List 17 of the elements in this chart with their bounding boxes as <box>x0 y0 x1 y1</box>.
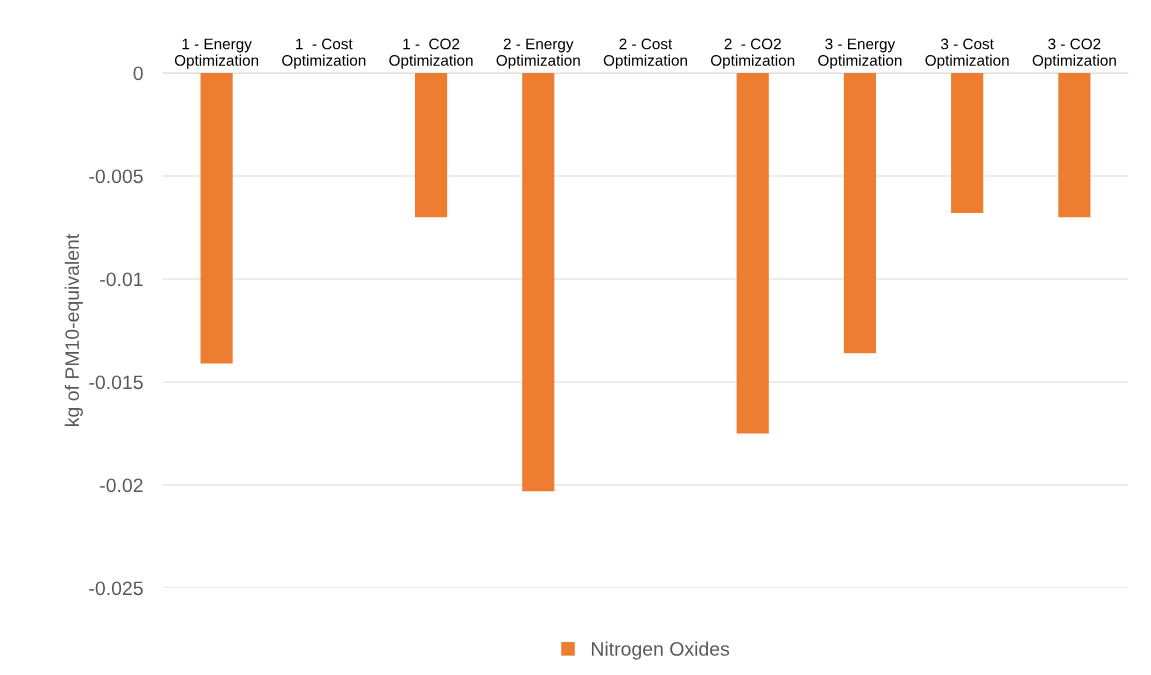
y-tick-label: 0 <box>133 66 143 81</box>
x-tick-label: 1 - CO2 Optimization <box>389 38 473 69</box>
y-tick-label: -0.02 <box>100 478 143 493</box>
x-tick-label: 3 - CO2 Optimization <box>1032 38 1116 69</box>
legend-label: Nitrogen Oxides <box>591 641 730 660</box>
x-tick-label: 3 - Energy Optimization <box>818 38 902 69</box>
y-tick-label: -0.025 <box>89 581 143 596</box>
x-tick-label: 1 - Cost Optimization <box>282 38 366 69</box>
x-tick-label: 2 - Energy Optimization <box>496 38 580 69</box>
y-tick-label: -0.015 <box>89 375 143 390</box>
x-tick-label: 3 - Cost Optimization <box>925 38 1009 69</box>
x-tick-label: 2 - CO2 Optimization <box>710 38 795 69</box>
y-tick-label: -0.005 <box>89 169 143 184</box>
y-tick-label: -0.01 <box>100 272 143 287</box>
y-axis-title: kg of PM10-equivalent <box>64 233 83 426</box>
x-tick-label: 2 - Cost Optimization <box>603 38 687 69</box>
x-tick-label: 1 - Energy Optimization <box>174 38 259 69</box>
